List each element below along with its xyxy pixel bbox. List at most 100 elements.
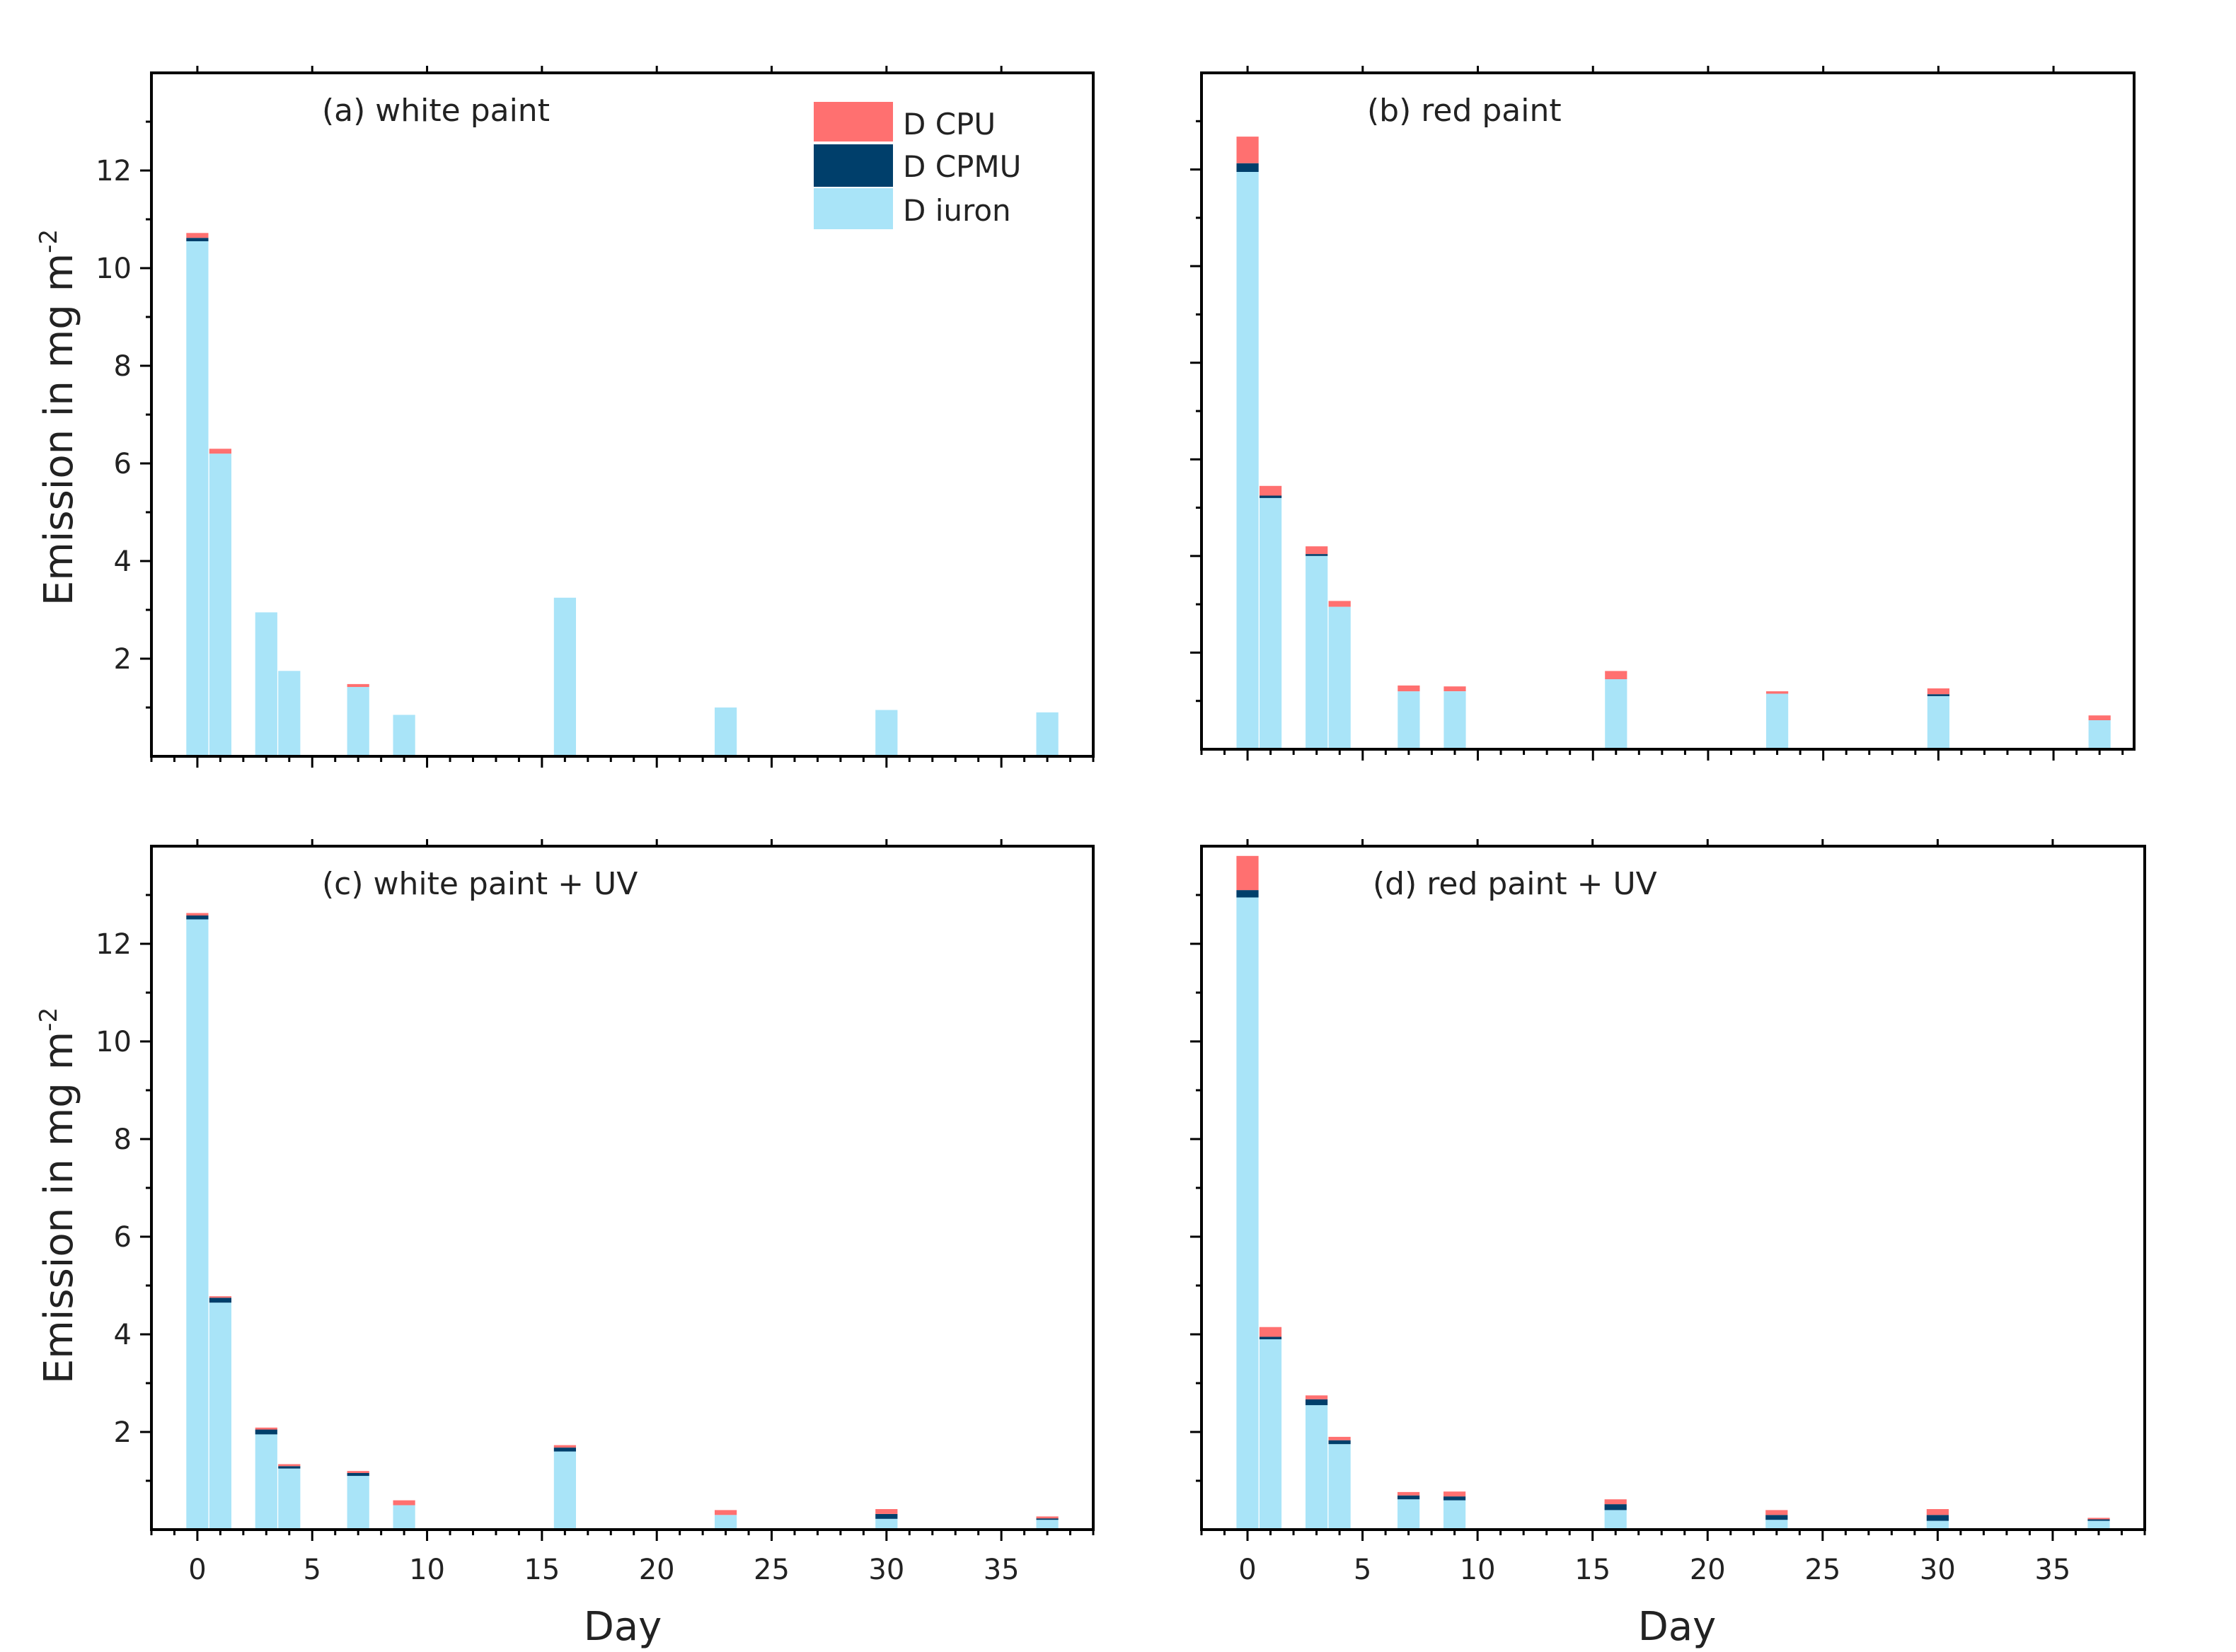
- bar-segment-diuron-day-7: [347, 687, 369, 756]
- y-tick-label-6: 6: [114, 448, 132, 480]
- legend-label-diuron: D iuron: [903, 193, 1011, 228]
- legend-swatch-dcpu: [814, 102, 893, 141]
- bar-segment-dcpu-day-16: [1604, 1499, 1627, 1505]
- bar-segment-diuron-day-3: [1306, 555, 1328, 749]
- bar-segment-dcpmu-day-30: [875, 1513, 898, 1519]
- bar-segment-diuron-day-37: [1036, 712, 1059, 756]
- bar-segment-dcpu-day-3: [255, 1427, 277, 1430]
- x-tick-label-15: 15: [1574, 1554, 1610, 1586]
- x-tick-label-30: 30: [1920, 1554, 1956, 1586]
- bar-segment-dcpmu-day-37: [2087, 1519, 2110, 1521]
- bar-segment-diuron-day-16: [553, 1451, 576, 1530]
- bar-segment-diuron-day-30: [1926, 1520, 1949, 1530]
- bar-segment-dcpu-day-4: [278, 1464, 301, 1467]
- legend-swatch-dcpmu: [814, 144, 893, 187]
- legend-label-dcpu: D CPU: [903, 107, 996, 141]
- bar-segment-diuron-day-16: [1605, 679, 1627, 749]
- bar-segment-diuron-day-0: [186, 919, 209, 1530]
- y-axis-label-superscript: -2: [35, 229, 63, 253]
- panel-a-white-paint: 2 4 6 8 10 12 (a) white paint: [96, 66, 1095, 768]
- bar-segment-dcpu-day-23: [1765, 1510, 1788, 1515]
- x-tick-label-10: 10: [1460, 1554, 1496, 1586]
- bar-segment-diuron-day-9: [393, 1505, 415, 1530]
- bar-segment-diuron-day-37: [2088, 720, 2111, 749]
- panel-title: (a) white paint: [322, 93, 550, 129]
- x-axis-label-right: Day: [1638, 1604, 1717, 1650]
- panel-d-red-paint-uv: 0 5 10 15 20 25 30 35 (d) red paint + UV: [1190, 839, 2146, 1586]
- x-tick-label-20: 20: [1690, 1554, 1726, 1586]
- bar-segment-dcpu-day-9: [1443, 1491, 1466, 1497]
- bar-segment-diuron-day-4: [278, 671, 301, 757]
- plot-frame: [1200, 845, 2146, 1531]
- x-axis-label-left: Day: [584, 1604, 662, 1650]
- bar-segment-dcpmu-day-30: [1926, 1515, 1949, 1521]
- y-tick-label-10: 10: [96, 253, 132, 285]
- bar-segment-dcpu-day-4: [1328, 1436, 1351, 1440]
- bar-segment-diuron-day-30: [1927, 695, 1949, 749]
- bar-segment-diuron-day-23: [715, 707, 737, 756]
- bar-segment-dcpu-day-30: [1927, 688, 1949, 695]
- y-axis-label-text: Emission in mg m: [36, 253, 82, 606]
- bar-segment-dcpu-day-3: [1306, 546, 1328, 555]
- bar-segment-dcpmu-day-37: [1036, 1518, 1059, 1520]
- bar-segment-diuron-day-9: [1443, 691, 1466, 749]
- bar-segment-diuron-day-7: [1398, 1499, 1420, 1530]
- bar-segment-dcpu-day-16: [553, 1445, 576, 1448]
- bar-segment-diuron-day-1: [1260, 497, 1282, 749]
- bar-segment-diuron-day-23: [1766, 693, 1789, 749]
- bar-segment-dcpu-day-30: [1926, 1509, 1949, 1515]
- bar-segment-dcpmu-day-0: [186, 238, 209, 241]
- y-tick-label-10: 10: [96, 1026, 132, 1058]
- bar-segment-diuron-day-9: [1443, 1500, 1466, 1530]
- bar-segment-dcpu-day-1: [209, 449, 231, 454]
- x-tick-label-15: 15: [524, 1554, 560, 1586]
- legend-label-dcpmu: D CPMU: [903, 149, 1021, 184]
- bar-segment-dcpmu-day-4: [1328, 1440, 1351, 1445]
- x-tick-label-5: 5: [304, 1554, 321, 1586]
- bar-segment-dcpmu-day-0: [1236, 163, 1259, 172]
- bar-segment-diuron-day-37: [1036, 1520, 1059, 1530]
- bar-segment-dcpu-day-30: [875, 1509, 898, 1514]
- bar-segment-diuron-day-3: [255, 612, 277, 756]
- bar-segment-dcpmu-day-1: [1260, 495, 1282, 498]
- x-tick-label-25: 25: [754, 1554, 790, 1586]
- bar-segment-dcpu-day-4: [1328, 601, 1351, 607]
- x-tick-label-30: 30: [868, 1554, 904, 1586]
- bar-segment-diuron-day-7: [1398, 691, 1420, 749]
- x-tick-label-10: 10: [409, 1554, 445, 1586]
- bar-segment-dcpu-day-7: [347, 1471, 369, 1473]
- bar-segment-dcpmu-day-7: [347, 1473, 369, 1477]
- bar-segment-diuron-day-16: [553, 597, 576, 757]
- bar-segment-dcpu-day-1: [1260, 485, 1282, 496]
- panel-b-red-paint: (b) red paint: [1190, 66, 2136, 761]
- x-tick-label-0: 0: [188, 1554, 206, 1586]
- x-tick-label-35: 35: [2034, 1554, 2070, 1586]
- bar-segment-dcpu-day-0: [186, 913, 209, 915]
- bar-segment-dcpmu-day-0: [186, 915, 209, 920]
- bar-segment-diuron-day-30: [875, 710, 898, 756]
- bar-segment-dcpu-day-37: [1036, 1516, 1059, 1519]
- bar-segment-diuron-day-16: [1604, 1510, 1627, 1530]
- y-tick-label-4: 4: [114, 545, 132, 578]
- y-tick-label-6: 6: [114, 1221, 132, 1254]
- bar-segment-dcpu-day-0: [186, 233, 209, 238]
- bar-segment-dcpmu-day-3: [255, 1429, 277, 1435]
- legend: D CPU D CPMU D iuron: [814, 102, 1021, 229]
- bar-segment-dcpu-day-7: [347, 683, 369, 687]
- y-tick-label-2: 2: [114, 1416, 132, 1449]
- bar-segment-diuron-day-0: [186, 241, 209, 756]
- bar-segment-dcpmu-day-16: [553, 1448, 576, 1452]
- y-tick-label-12: 12: [96, 155, 132, 187]
- bar-segment-dcpu-day-16: [1605, 671, 1627, 679]
- bar-segment-dcpmu-day-23: [1765, 1515, 1788, 1520]
- bar-segment-dcpu-day-23: [1766, 691, 1789, 694]
- bar-segment-diuron-day-1: [209, 454, 231, 756]
- bar-segment-dcpu-day-9: [1443, 686, 1466, 691]
- panel-c-white-paint-uv: 0 5 10 15 20 25 30 35 2 4 6 8 10 12 (c) white paint +…: [96, 839, 1095, 1586]
- bar-segment-diuron-day-4: [1328, 1444, 1351, 1530]
- bar-segment-diuron-day-1: [1259, 1339, 1282, 1530]
- x-tick-label-20: 20: [639, 1554, 675, 1586]
- y-tick-label-4: 4: [114, 1319, 132, 1351]
- bar-segment-diuron-day-37: [2087, 1520, 2110, 1530]
- bar-segment-dcpu-day-7: [1398, 685, 1420, 692]
